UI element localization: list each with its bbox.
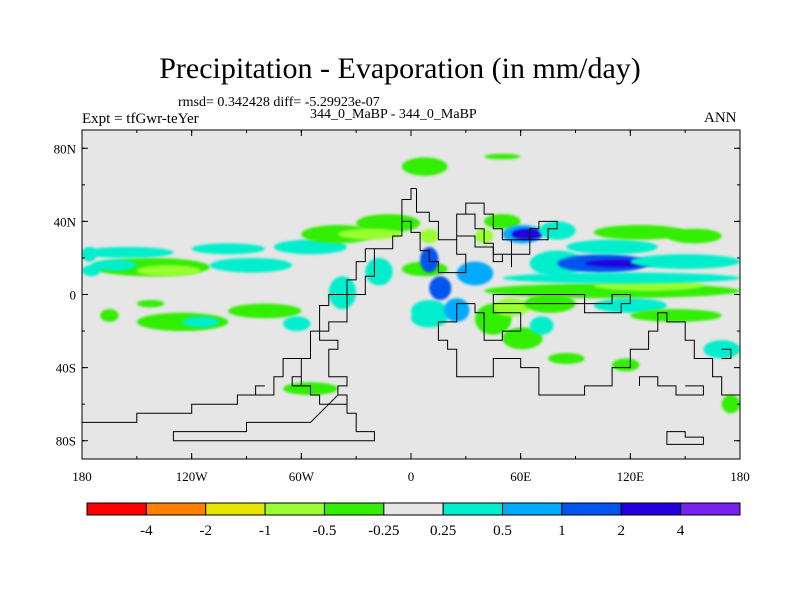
contour-blob-3 (91, 259, 137, 271)
contour-blob-6 (273, 239, 348, 255)
contour-blob-21 (493, 298, 530, 317)
coastline-7 (492, 294, 631, 314)
y-tick-label-1: 40N (54, 214, 77, 229)
contour-blob-15 (411, 309, 448, 328)
x-tick-label-5: 120E (617, 469, 645, 484)
chart-title: Precipitation - Evaporation (in mm/day) (159, 52, 641, 85)
coastline-13 (465, 213, 503, 255)
y-tick-label-4: 80S (56, 434, 76, 449)
coastline-3 (82, 358, 302, 423)
x-tick-label-3: 0 (408, 469, 415, 484)
colorbar-label-9: 4 (677, 523, 685, 539)
contour-blob-5 (191, 243, 265, 255)
colorbar-swatch-4 (323, 502, 385, 516)
colorbar-swatch-9 (620, 502, 682, 516)
coastline-14 (291, 376, 302, 387)
contour-blob-8 (356, 214, 421, 233)
colorbar-swatch-2 (205, 502, 266, 516)
contour-blob-33 (566, 239, 658, 255)
contour-blob-9 (337, 228, 402, 240)
contour-blob-36 (630, 254, 740, 269)
x-tick-label-0: 180 (72, 469, 92, 484)
y-tick-label-3: 40S (56, 361, 76, 376)
x-tick-label-4: 60E (510, 469, 531, 484)
contour-blob-53 (100, 309, 119, 322)
x-tick-label-6: 180 (730, 469, 750, 484)
colorbar: -4 -2 -1 -0.5 -0.25 0.25 0.5 1 2 4 (86, 502, 741, 539)
colorbar-label-8: 2 (618, 523, 626, 539)
colorbar-swatch-6 (442, 502, 504, 516)
colorbar-label-2: -1 (259, 523, 272, 539)
colorbar-swatch-8 (561, 502, 622, 516)
contour-blob-43 (182, 316, 220, 328)
colorbar-label-7: 1 (558, 523, 566, 539)
x-tick-label-2: 60W (289, 469, 315, 484)
coastline-4 (172, 394, 375, 442)
contour-blob-35 (666, 228, 722, 244)
coastline-10 (639, 376, 704, 396)
contour-blob-52 (721, 395, 740, 414)
coastline-15 (255, 385, 265, 396)
colorbar-label-3: -0.5 (313, 523, 337, 539)
colorbar-swatch-1 (145, 502, 207, 516)
contour-fills (82, 153, 740, 414)
experiment-label: Expt = tfGwr-teYer (82, 111, 199, 127)
contour-blob-47 (484, 153, 521, 160)
coastline-12 (721, 348, 732, 359)
contour-blob-10 (420, 228, 439, 244)
contour-blob-50 (612, 358, 640, 372)
chart-subtitle: 344_0_MaBP - 344_0_MaBP (310, 107, 477, 122)
contour-blob-44 (228, 303, 302, 319)
colorbar-label-4: -0.25 (368, 523, 399, 539)
contour-blob-51 (548, 352, 585, 364)
coastline-9 (374, 221, 403, 250)
contour-blob-12 (328, 276, 357, 310)
colorbar-label-0: -4 (140, 523, 153, 539)
stats-label: rmsd= 0.342428 diff= -5.29923e-07 (178, 95, 380, 110)
colorbar-label-6: 0.5 (493, 523, 512, 539)
y-tick-label-2: 0 (70, 288, 77, 303)
contour-blob-54 (82, 265, 101, 277)
colorbar-label-5: 0.25 (430, 523, 456, 539)
contour-blob-23 (529, 316, 554, 335)
coastline-5 (437, 303, 740, 423)
contour-blob-1 (136, 265, 201, 277)
contour-blob-45 (283, 316, 311, 332)
contour-blob-55 (82, 246, 97, 262)
contour-blob-22 (502, 327, 543, 350)
x-tick-label-1: 120W (176, 469, 209, 484)
contour-blob-4 (209, 257, 293, 273)
coastlines (82, 188, 740, 445)
colorbar-swatch-7 (502, 502, 563, 516)
colorbar-swatch-0 (86, 502, 147, 516)
coastline-6 (474, 303, 522, 341)
contour-blob-2 (82, 246, 174, 258)
contour-blob-19 (456, 261, 494, 286)
contour-blob-56 (136, 299, 165, 308)
season-label: ANN (704, 110, 737, 126)
coastline-11 (666, 431, 704, 445)
colorbar-label-1: -2 (199, 523, 212, 539)
contour-blob-11 (365, 257, 393, 286)
y-tick-label-0: 80N (54, 141, 77, 156)
contour-blob-28 (511, 228, 543, 240)
contour-blob-39 (502, 272, 740, 284)
colorbar-swatch-3 (264, 502, 325, 516)
contour-blob-17 (429, 276, 452, 300)
axes: 180 120W 60W 0 60E 120E 180 80N 40N 0 40S 80S (54, 130, 750, 484)
colorbar-swatch-5 (383, 502, 444, 516)
contour-blob-34 (593, 225, 686, 240)
coastline-8 (511, 220, 558, 268)
colorbar-swatch-10 (680, 502, 741, 516)
contour-blob-41 (630, 309, 722, 322)
contour-blob-46 (401, 157, 448, 176)
